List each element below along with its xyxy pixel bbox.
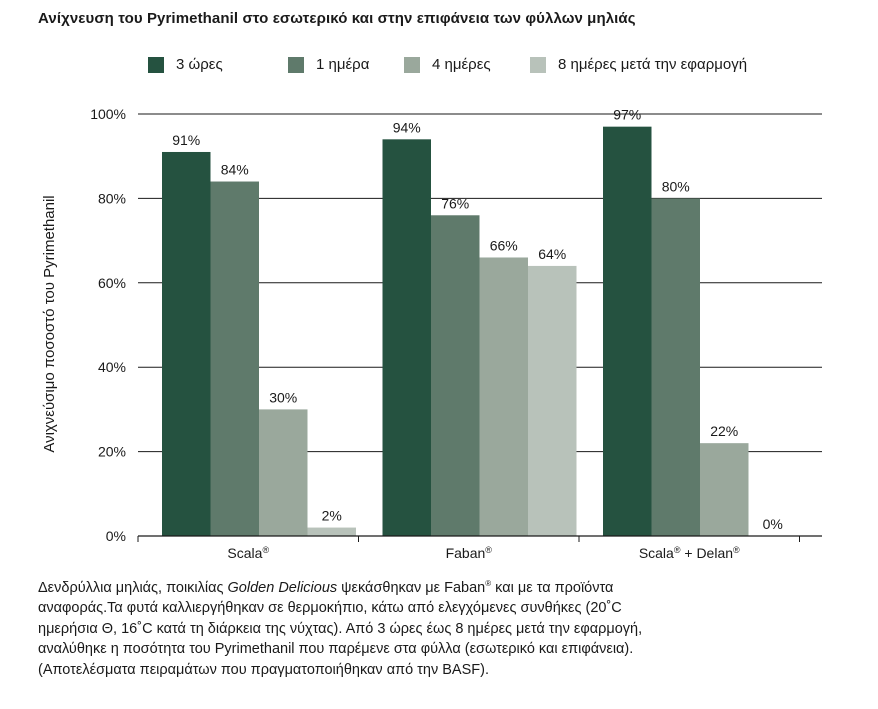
legend-label-series-4: 8 ημέρες μετά την εφαρμογή <box>558 56 748 73</box>
data-label: 2% <box>322 508 342 524</box>
y-tick-label: 80% <box>98 190 126 206</box>
bar <box>382 139 431 536</box>
category-label: Faban®​ <box>446 545 493 561</box>
legend-item-series-2: 1 ημέρα <box>288 56 369 73</box>
data-label: 64% <box>538 246 566 262</box>
caption-line-4: αναλύθηκε η ποσότητα του Pyrimethanil πο… <box>38 641 634 658</box>
y-tick-label: 20% <box>98 444 126 460</box>
caption-line-5: (Αποτελέσματα πειραμάτων που πραγματοποι… <box>38 661 489 678</box>
y-tick-label: 40% <box>98 359 126 375</box>
legend-item-series-4: 8 ημέρες μετά την εφαρμογή <box>530 56 747 73</box>
caption-line-2: αναφοράς.Τα φυτά καλλιεργήθηκαν σε θερμο… <box>38 600 622 617</box>
bar-chart: 0% 20% 40% 60% 80% 100% 91% 84% 30% 2% Scala®​ 94% 7… <box>41 106 822 561</box>
bar <box>700 443 749 536</box>
chart-title: Ανίχνευση του Pyrimethanil στο εσωτερικό… <box>38 10 636 27</box>
data-label: 30% <box>269 389 297 405</box>
data-label: 84% <box>221 162 249 178</box>
bar <box>259 409 308 536</box>
caption: Δενδρύλλια μηλιάς, ποικιλίας Golden Deli… <box>38 574 838 680</box>
y-axis-label: Ανιχνεύσιμο ποσοστό του Pyrimethanil <box>41 195 58 452</box>
legend: 3 ώρες 1 ημέρα 4 ημέρες 8 ημέρες μετά τη… <box>0 56 878 80</box>
category-label: Scala®​ + Delan®​ <box>639 545 740 561</box>
bar <box>431 215 480 536</box>
caption-line-1: Δενδρύλλια μηλιάς, ποικιλίας Golden Deli… <box>38 574 838 598</box>
caption-line-3: ημερήσια Θ, 16˚C κατά τη διάρκεια της νύ… <box>38 620 643 637</box>
bar <box>307 527 356 536</box>
data-label: 66% <box>490 237 518 253</box>
data-label: 0% <box>763 516 783 532</box>
legend-label-series-1: 3 ώρες <box>176 56 223 73</box>
data-label: 97% <box>613 107 641 123</box>
caption-line-1-part-1: Δενδρύλλια μηλιάς, ποικιλίας <box>38 579 228 596</box>
legend-item-series-3: 4 ημέρες <box>404 56 491 73</box>
caption-registered-mark: ® <box>485 579 492 588</box>
data-label: 94% <box>393 119 421 135</box>
legend-swatch-series-3 <box>404 56 420 73</box>
legend-swatch-series-2 <box>288 56 304 73</box>
data-label: 80% <box>662 178 690 194</box>
bars <box>162 126 749 537</box>
data-label: 76% <box>441 195 469 211</box>
data-label: 22% <box>710 423 738 439</box>
bar <box>528 265 577 536</box>
legend-label-series-2: 1 ημέρα <box>316 56 370 73</box>
legend-swatch-series-1 <box>148 56 164 73</box>
legend-item-series-1: 3 ώρες <box>148 56 223 73</box>
y-tick-label: 60% <box>98 275 126 291</box>
bar <box>162 151 211 537</box>
legend-label-series-3: 4 ημέρες <box>432 56 491 73</box>
category-label: Scala®​ <box>227 545 269 561</box>
axes <box>137 535 822 542</box>
y-tick-label: 100% <box>90 106 126 122</box>
bar <box>210 181 259 536</box>
bar <box>479 257 528 536</box>
caption-line-1-italic: Golden Delicious <box>227 579 338 596</box>
caption-line-1-part-3: και με τα προϊόντα <box>491 579 614 596</box>
labels: 0% 20% 40% 60% 80% 100% 91% 84% 30% 2% Scala®​ 94% 7… <box>90 106 783 561</box>
bar <box>603 126 652 536</box>
data-label: 91% <box>172 132 200 148</box>
legend-swatch-series-4 <box>530 56 546 73</box>
caption-line-1-part-2: ψεκάσθηκαν με Faban <box>337 579 486 596</box>
bar <box>651 198 700 536</box>
y-tick-label: 0% <box>106 528 126 544</box>
